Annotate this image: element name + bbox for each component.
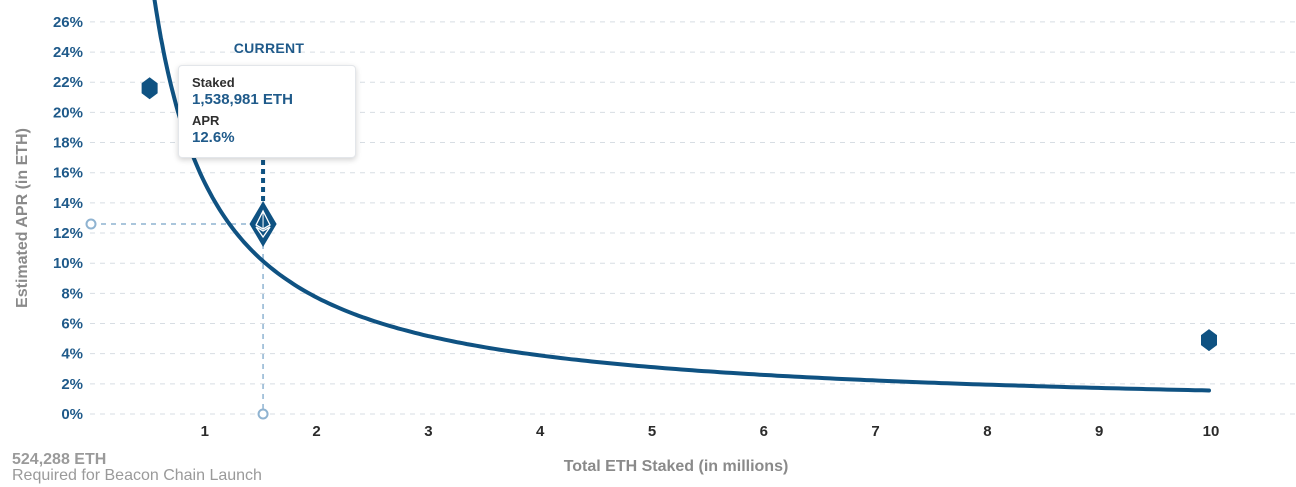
launch-footnote: 524,288 ETH Required for Beacon Chain La… xyxy=(12,452,262,484)
x-tick-label: 4 xyxy=(536,423,545,440)
footnote-value: 524,288 ETH xyxy=(12,451,107,468)
tooltip-apr-label: APR xyxy=(192,113,220,128)
current-tooltip: Staked 1,538,981 ETH APR 12.6% xyxy=(178,65,356,158)
y-tick-label: 0% xyxy=(61,406,83,423)
tooltip-apr-value: 12.6% xyxy=(192,129,235,146)
x-tick-label: 5 xyxy=(648,423,656,440)
x-tick-label: 9 xyxy=(1095,423,1103,440)
y-tick-label: 22% xyxy=(53,74,83,91)
y-tick-label: 10% xyxy=(53,255,83,272)
y-tick-label: 14% xyxy=(53,195,83,212)
x-axis-title: Total ETH Staked (in millions) xyxy=(564,458,789,475)
x-tick-label: 7 xyxy=(871,423,879,440)
y-tick-label: 8% xyxy=(61,285,83,302)
endpoint-marker xyxy=(1201,329,1217,352)
y-axis-ticks: 0% 2% 4% 6% 8% 10% 12% 14% 16% 18% 20% 22% 24% 26% xyxy=(53,14,83,423)
current-label: CURRENT xyxy=(234,40,305,56)
y-tick-label: 26% xyxy=(53,14,83,31)
y-tick-label: 24% xyxy=(53,44,83,61)
x-tick-label: 8 xyxy=(983,423,991,440)
current-guides xyxy=(85,160,269,420)
y-tick-label: 12% xyxy=(53,225,83,242)
x-tick-label: 3 xyxy=(424,423,432,440)
y-tick-label: 16% xyxy=(53,165,83,182)
x-tick-label: 1 xyxy=(201,423,209,440)
y-tick-label: 18% xyxy=(53,135,83,152)
eth-icon xyxy=(255,209,271,239)
tooltip-staked-label: Staked xyxy=(192,75,235,90)
apr-curve xyxy=(152,0,1211,393)
current-point-marker xyxy=(249,201,277,247)
markers xyxy=(141,77,1217,352)
y-axis-title: Estimated APR (in ETH) xyxy=(14,128,31,308)
x-tick-label: 6 xyxy=(760,423,768,440)
x-tick-label: 2 xyxy=(312,423,320,440)
tooltip-staked-value: 1,538,981 ETH xyxy=(192,91,293,108)
y-axis-guide-dot xyxy=(85,218,97,230)
y-tick-label: 2% xyxy=(61,376,83,393)
footnote-description: Required for Beacon Chain Launch xyxy=(12,467,262,484)
endpoint-marker xyxy=(141,77,158,100)
x-axis-ticks: 1 2 3 4 5 6 7 8 9 10 xyxy=(201,423,1220,440)
x-axis-guide-dot xyxy=(257,408,269,420)
y-tick-label: 4% xyxy=(61,346,83,363)
y-tick-label: 6% xyxy=(61,316,83,333)
x-tick-label: 10 xyxy=(1203,423,1220,440)
y-tick-label: 20% xyxy=(53,104,83,121)
